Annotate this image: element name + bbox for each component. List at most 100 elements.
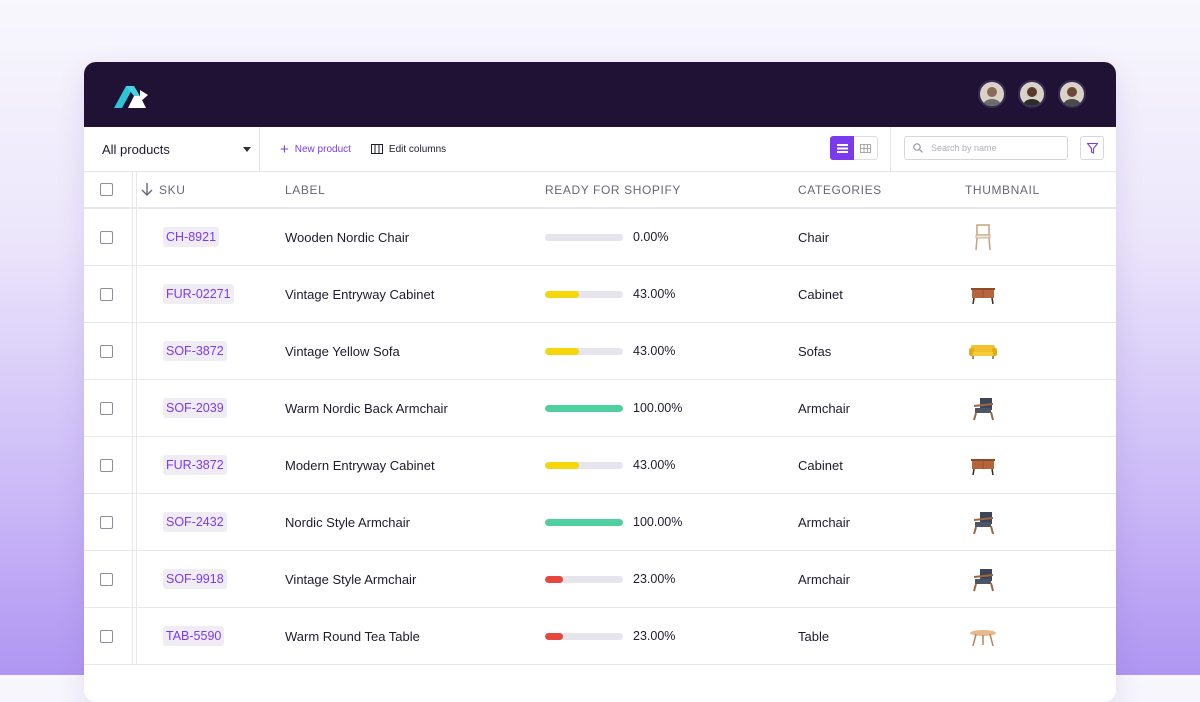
progress-fill xyxy=(545,461,579,469)
sku-cell: FUR-02271 xyxy=(136,265,285,323)
column-header-thumbnail[interactable]: THUMBNAIL xyxy=(965,172,1116,209)
list-view-icon xyxy=(836,143,848,153)
sofa-icon[interactable] xyxy=(967,335,999,367)
sku-cell: FUR-3872 xyxy=(136,436,285,494)
filter-button[interactable] xyxy=(1080,136,1104,160)
thumbnail-cell xyxy=(965,265,1116,323)
table-icon[interactable] xyxy=(967,620,999,652)
row-checkbox[interactable] xyxy=(100,344,113,358)
progress-percent: 43.00% xyxy=(633,458,676,472)
armchair-icon[interactable] xyxy=(967,506,999,538)
top-bar xyxy=(84,62,1116,127)
row-spacer xyxy=(132,379,137,437)
ready-cell: 23.00% xyxy=(545,550,798,608)
avatar[interactable] xyxy=(1018,80,1046,108)
progress-bar xyxy=(545,290,623,298)
row-select-cell xyxy=(84,550,133,608)
avatar[interactable] xyxy=(978,80,1006,108)
cabinet-icon[interactable] xyxy=(967,278,999,310)
ready-cell: 100.00% xyxy=(545,379,798,437)
sku-cell: SOF-2039 xyxy=(136,379,285,437)
table-row[interactable]: FUR-3872 Modern Entryway Cabinet 43.00% … xyxy=(84,436,1116,494)
sku-tag[interactable]: FUR-02271 xyxy=(163,284,234,304)
sku-tag[interactable]: SOF-9918 xyxy=(163,569,227,589)
progress-fill xyxy=(545,518,623,526)
row-checkbox[interactable] xyxy=(100,401,113,415)
row-checkbox[interactable] xyxy=(100,515,113,529)
row-select-cell xyxy=(84,493,133,551)
sku-tag[interactable]: TAB-5590 xyxy=(163,626,225,646)
app-window: All products + New product Edit columns xyxy=(84,62,1116,702)
row-checkbox[interactable] xyxy=(100,458,113,472)
row-checkbox[interactable] xyxy=(100,629,113,643)
category-cell: Armchair xyxy=(798,550,965,608)
row-checkbox[interactable] xyxy=(100,230,113,244)
select-all-checkbox[interactable] xyxy=(100,183,113,196)
column-header-ready[interactable]: READY FOR SHOPIFY xyxy=(545,172,798,209)
category-cell: Armchair xyxy=(798,379,965,437)
table-row[interactable]: CH-8921 Wooden Nordic Chair 0.00% Chair xyxy=(84,208,1116,266)
table-row[interactable]: TAB-5590 Warm Round Tea Table 23.00% Tab… xyxy=(84,607,1116,665)
table-row[interactable]: SOF-3872 Vintage Yellow Sofa 43.00% Sofa… xyxy=(84,322,1116,380)
avatar[interactable] xyxy=(1058,80,1086,108)
progress-bar xyxy=(545,575,623,583)
progress-fill xyxy=(545,575,563,583)
chair-icon[interactable] xyxy=(967,221,999,253)
ready-cell: 43.00% xyxy=(545,436,798,494)
ready-cell: 0.00% xyxy=(545,208,798,266)
ready-cell: 43.00% xyxy=(545,265,798,323)
column-header-label[interactable]: LABEL xyxy=(285,172,545,209)
row-select-cell xyxy=(84,379,133,437)
row-spacer xyxy=(132,265,137,323)
progress-indicator: 0.00% xyxy=(545,230,798,244)
toolbar-divider xyxy=(890,127,891,171)
ready-cell: 43.00% xyxy=(545,322,798,380)
progress-indicator: 43.00% xyxy=(545,458,798,472)
thumbnail-cell xyxy=(965,379,1116,437)
column-header-categories[interactable]: CATEGORIES xyxy=(798,172,965,209)
progress-bar xyxy=(545,233,623,241)
sku-tag[interactable]: CH-8921 xyxy=(163,227,220,247)
armchair-icon[interactable] xyxy=(967,563,999,595)
search-input[interactable] xyxy=(929,142,1063,154)
filter-icon xyxy=(1086,142,1098,154)
sku-cell: SOF-3872 xyxy=(136,322,285,380)
armchair-icon[interactable] xyxy=(967,392,999,424)
row-select-cell xyxy=(84,265,133,323)
new-product-button[interactable]: + New product xyxy=(280,142,351,157)
ready-cell: 100.00% xyxy=(545,493,798,551)
progress-indicator: 23.00% xyxy=(545,629,798,643)
row-checkbox[interactable] xyxy=(100,572,113,586)
table-row[interactable]: FUR-02271 Vintage Entryway Cabinet 43.00… xyxy=(84,265,1116,323)
cabinet-icon[interactable] xyxy=(967,449,999,481)
category-cell: Cabinet xyxy=(798,436,965,494)
thumbnail-cell xyxy=(965,550,1116,608)
table-row[interactable]: SOF-2039 Warm Nordic Back Armchair 100.0… xyxy=(84,379,1116,437)
progress-bar xyxy=(545,632,623,640)
column-label-sku: SKU xyxy=(159,182,186,197)
table-row[interactable]: SOF-9918 Vintage Style Armchair 23.00% A… xyxy=(84,550,1116,608)
progress-bar xyxy=(545,404,623,412)
sku-tag[interactable]: FUR-3872 xyxy=(163,455,227,475)
label-cell: Vintage Style Armchair xyxy=(285,550,545,608)
sort-arrow-down-icon[interactable] xyxy=(141,183,153,196)
progress-indicator: 43.00% xyxy=(545,344,798,358)
sku-tag[interactable]: SOF-3872 xyxy=(163,341,227,361)
app-logo-icon[interactable] xyxy=(114,82,152,108)
product-filter-dropdown[interactable]: All products xyxy=(84,127,260,171)
sku-tag[interactable]: SOF-2039 xyxy=(163,398,227,418)
row-spacer xyxy=(132,493,137,551)
row-spacer xyxy=(132,208,137,266)
progress-bar xyxy=(545,347,623,355)
thumbnail-cell xyxy=(965,493,1116,551)
table-row[interactable]: SOF-2432 Nordic Style Armchair 100.00% A… xyxy=(84,493,1116,551)
row-checkbox[interactable] xyxy=(100,287,113,301)
column-header-sku[interactable]: SKU xyxy=(136,172,285,209)
progress-bar xyxy=(545,518,623,526)
list-view-button[interactable] xyxy=(830,136,854,160)
edit-columns-label: Edit columns xyxy=(388,143,447,155)
edit-columns-button[interactable]: Edit columns xyxy=(370,143,447,155)
sku-tag[interactable]: SOF-2432 xyxy=(163,512,227,532)
grid-view-button[interactable] xyxy=(854,136,878,160)
row-select-cell xyxy=(84,208,133,266)
